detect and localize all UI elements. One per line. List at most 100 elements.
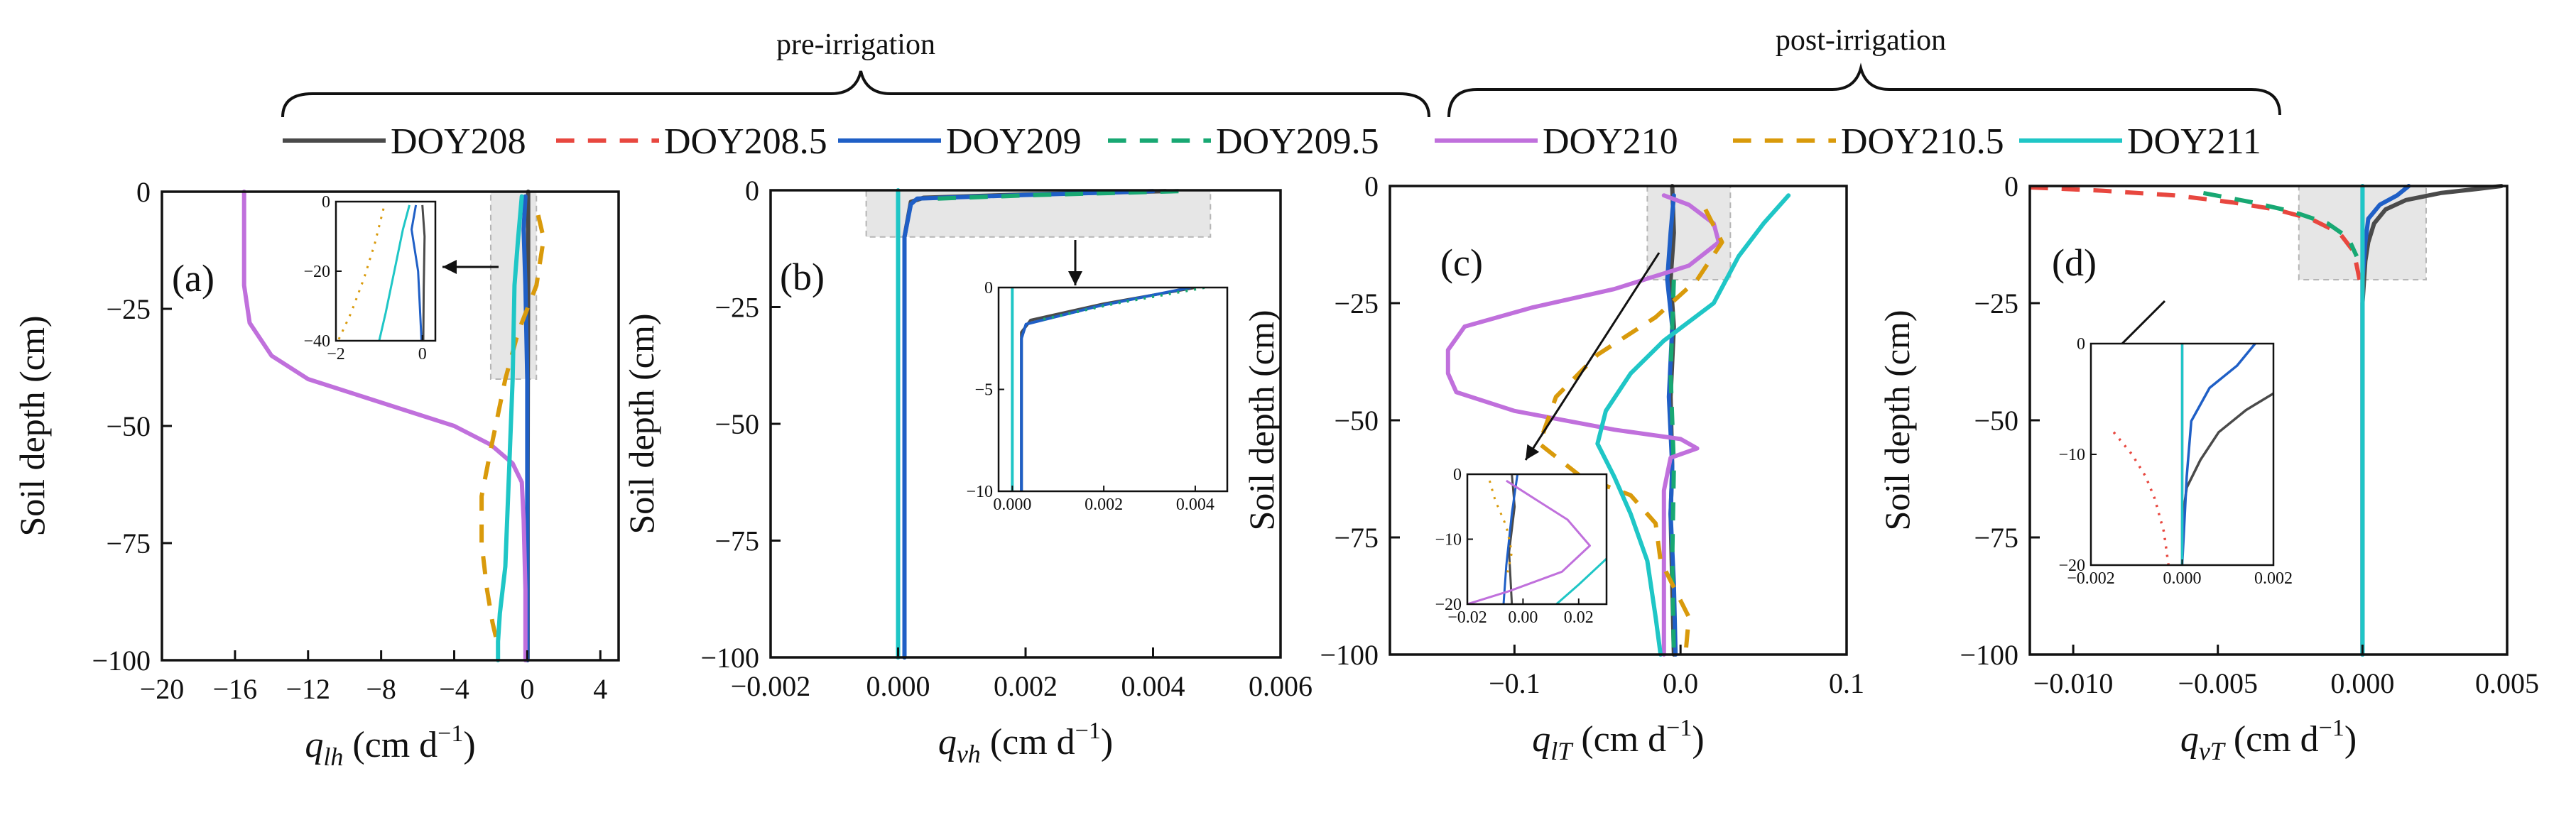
panel-c-zoom-arrowhead xyxy=(1526,444,1540,460)
panel-d-ytick-label: −50 xyxy=(1974,405,2018,437)
panel-c-xtick-label: −0.1 xyxy=(1489,667,1540,699)
panel-c-xtick-label: 0.0 xyxy=(1663,667,1698,699)
panel-a-zoom-arrowhead xyxy=(442,260,457,274)
legend-label-doy211: DOY211 xyxy=(2127,121,2261,162)
panel-b-inset: 0.000 0.002 0.004 0 −5 −10 xyxy=(966,279,1229,514)
panel-b-inset-xtick-label: 0.002 xyxy=(1085,496,1123,514)
panel-b-ytick-label: −75 xyxy=(714,525,759,557)
panel-d-xtick-label: −0.010 xyxy=(2033,667,2114,699)
panel-d-inset-ytick-label: −20 xyxy=(2058,557,2085,575)
panel-a-series-group xyxy=(241,190,546,662)
panel-a-inset-ytick-label: 0 xyxy=(322,193,330,212)
panel-a-inset-series-doy208 xyxy=(421,204,426,341)
panel-b-ytick-label: −100 xyxy=(700,642,759,674)
panel-d-inset-series-group xyxy=(2112,344,2273,565)
panel-a-series-doy211 xyxy=(496,194,524,662)
panel-c-inset-series-doy211 xyxy=(1555,557,1607,604)
panel-a-inset-ytick-label: −20 xyxy=(303,263,330,281)
panel-c-y-axis-label: Soil depth (cm) xyxy=(1241,310,1281,530)
panel-c-ytick-label: −100 xyxy=(1320,639,1379,671)
panel-a-x-axis-label: qlh (cm d−1) xyxy=(305,721,475,771)
panel-b-inset-xtick-label: 0.004 xyxy=(1176,496,1214,514)
panel-a-inset-xtick-label: −2 xyxy=(327,345,345,363)
panel-a-ytick-label: −50 xyxy=(106,410,151,442)
panel-d-inset-series-doy209 xyxy=(2180,344,2256,565)
panel-d-series-doy209-5 xyxy=(2202,190,2359,258)
panel-b-zoom-arrowhead xyxy=(1068,271,1082,285)
legend: DOY208 DOY208.5 DOY209 DOY209.5 DOY210 DOY210… xyxy=(283,121,2261,162)
panel-c-inset-ytick-label: 0 xyxy=(1453,466,1462,484)
panel-a-xtick-label: −12 xyxy=(286,673,330,705)
panel-a-y-axis-label: Soil depth (cm) xyxy=(12,315,52,536)
panel-c-inset-xtick-label: 0.02 xyxy=(1564,608,1594,627)
panel-d-inset-xtick-label: −0.002 xyxy=(2067,569,2115,588)
panel-b-ytick-label: 0 xyxy=(745,175,759,207)
panel-a-inset-xtick-label: 0 xyxy=(418,345,427,363)
panel-c-series-doy210 xyxy=(1445,193,1721,657)
panel-c-xtick-label: 0.1 xyxy=(1829,667,1864,699)
panel-c-ytick-label: −50 xyxy=(1334,405,1379,437)
panel-c-ytick-label: −75 xyxy=(1334,522,1379,554)
panel-b-inset-series-doy209 xyxy=(1020,288,1191,491)
panel-a-inset-series-doy210-5 xyxy=(337,208,385,341)
panel-d-ytick-label: 0 xyxy=(2004,170,2018,202)
panel-a-ytick-label: −25 xyxy=(106,293,151,325)
legend-label-doy209: DOY209 xyxy=(946,121,1082,162)
panel-c-inset-ytick-label: −20 xyxy=(1435,596,1462,614)
panel-c-ytick-label: −25 xyxy=(1334,288,1379,319)
panel-c-inset-xtick-label: 0.00 xyxy=(1508,608,1538,627)
panel-b-xtick-label: 0.000 xyxy=(866,670,930,702)
panel-d-panel-label: (d) xyxy=(2052,241,2097,284)
legend-label-doy208-5: DOY208.5 xyxy=(664,121,827,162)
panel-a-series-doy210 xyxy=(241,190,528,662)
panel-b: −0.002 0.000 0.002 0.004 0.0060−25−50−75−100… xyxy=(621,175,1313,768)
panel-a-ytick-label: −100 xyxy=(92,645,151,677)
panel-b-xtick-label: 0.004 xyxy=(1121,670,1185,702)
panel-d-ytick-label: −100 xyxy=(1960,639,2018,671)
panel-a-inset-series-doy211 xyxy=(378,204,411,341)
panel-b-inset-series-group xyxy=(1011,288,1205,491)
panel-c-series-doy211 xyxy=(1595,193,1791,657)
post-irrigation-brace: post-irrigation xyxy=(1447,24,2281,118)
panel-a-xtick-label: 4 xyxy=(593,673,607,705)
panel-d-series-doy208-5 xyxy=(2030,185,2362,280)
panel-d-xtick-label: −0.005 xyxy=(2178,667,2258,699)
panel-c-inset-series-doy209 xyxy=(1502,474,1519,604)
panel-d-inset-xtick-label: 0.000 xyxy=(2163,569,2202,588)
panel-d-y-axis-label: Soil depth (cm) xyxy=(1877,310,1917,530)
panel-d-ytick-label: −25 xyxy=(1974,288,2018,319)
panel-c-x-axis-label: qlT (cm d−1) xyxy=(1532,715,1704,765)
panel-b-inset-ytick-label: −5 xyxy=(974,381,993,400)
panel-c-ytick-label: 0 xyxy=(1364,170,1379,202)
pre-irrigation-brace: pre-irrigation xyxy=(281,28,1430,118)
panel-c-series-doy209 xyxy=(1665,193,1678,657)
legend-label-doy210: DOY210 xyxy=(1543,121,1678,162)
legend-label-doy210-5: DOY210.5 xyxy=(1841,121,2004,162)
panel-b-ytick-label: −50 xyxy=(714,408,759,440)
panel-c-zoom-arrow xyxy=(1524,252,1661,461)
panel-b-ytick-label: −25 xyxy=(714,292,759,324)
panel-b-inset-ytick-label: −10 xyxy=(966,483,993,501)
panel-d-xtick-label: 0.000 xyxy=(2330,667,2394,699)
panel-d-inset-ytick-label: −10 xyxy=(2058,446,2085,464)
panel-b-panel-label: (b) xyxy=(780,256,825,298)
panel-d-ytick-label: −75 xyxy=(1974,522,2018,554)
panel-a-inset: −2 00−20−40 xyxy=(303,193,437,363)
panel-c-panel-label: (c) xyxy=(1440,241,1483,284)
panel-a-ytick-label: −75 xyxy=(106,527,151,559)
panel-a-series-doy210-5 xyxy=(479,214,546,647)
panel-a-inset-series-group xyxy=(337,204,426,341)
panel-b-series-doy209-5 xyxy=(936,189,1179,201)
pre-irrigation-label: pre-irrigation xyxy=(776,28,935,61)
panel-a-xtick-label: −4 xyxy=(439,673,469,705)
panel-c-inset: −0.02 0.00 0.02 0 −10 −20 xyxy=(1435,466,1608,627)
panel-b-inset-bg xyxy=(999,288,1227,491)
panel-b-inset-xtick-label: 0.000 xyxy=(993,496,1031,514)
panel-b-y-axis-label: Soil depth (cm) xyxy=(621,313,661,534)
panel-b-inset-ytick-label: 0 xyxy=(984,279,993,297)
panel-c-inset-xtick-label: −0.02 xyxy=(1447,608,1487,627)
panel-b-xtick-label: −0.002 xyxy=(731,670,811,702)
panel-a-xtick-label: −8 xyxy=(366,673,396,705)
